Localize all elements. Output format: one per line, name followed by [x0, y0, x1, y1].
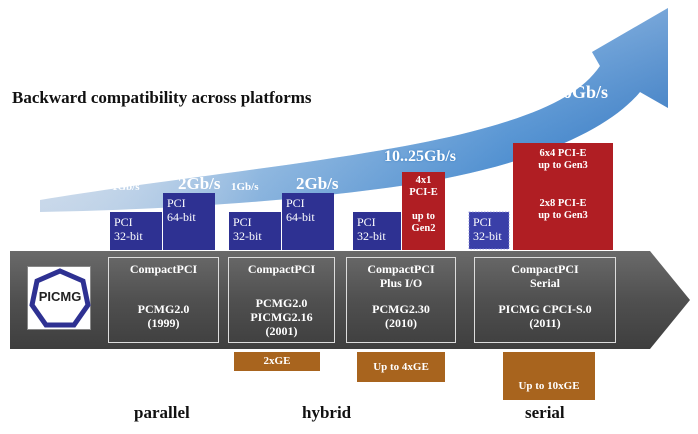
ethernet-box-2xge: 2xGE: [234, 352, 320, 371]
pcie-serial-box: 6x4 PCI-E up to Gen3 2x8 PCI-E up to Gen…: [513, 143, 613, 250]
pci-32bit-box-1999: PCI 32-bit: [110, 212, 162, 250]
pci-32bit-box-2001: PCI 32-bit: [229, 212, 281, 250]
page-title: Backward compatibility across platforms: [12, 88, 312, 107]
era-label-hybrid: hybrid: [302, 403, 352, 422]
pci-64bit-box-2001: PCI 64-bit: [282, 193, 334, 250]
growth-sweep-arrow: [40, 8, 668, 212]
speed-label-600g: Up to 600Gb/s: [498, 82, 609, 102]
pci-32bit-box-2011: PCI 32-bit: [473, 215, 502, 243]
speed-label-1g-cpci: 1Gb/s: [112, 181, 140, 193]
platform-panel-cpci-2001: CompactPCI PCMG2.0 PICMG2.16 (2001): [228, 257, 335, 343]
speed-label-1g-216: 1Gb/s: [231, 181, 259, 193]
platform-bar: [10, 251, 690, 349]
platform-panel-cpci-1999: CompactPCI PCMG2.0 (1999): [108, 257, 219, 343]
picmg-logo: PICMG: [27, 266, 91, 330]
pcie-4x1-box: 4x1 PCI-E up to Gen2: [402, 172, 445, 250]
era-label-serial: serial: [525, 403, 565, 422]
speed-label-2g-216: 2Gb/s: [296, 174, 339, 193]
picmg-logo-mark: [29, 268, 91, 328]
ethernet-box-10xge: Up to 10xGE: [503, 352, 595, 400]
pci-32bit-box-2010: PCI 32-bit: [353, 212, 401, 250]
platform-panel-cpci-serial: CompactPCI Serial PICMG CPCI-S.0 (2011): [474, 257, 616, 343]
speed-label-25g: 10..25Gb/s: [384, 148, 457, 165]
speed-label-2g-cpci: 2Gb/s: [178, 174, 221, 193]
pci-64bit-box-1999: PCI 64-bit: [163, 193, 215, 250]
era-label-parallel: parallel: [134, 403, 190, 422]
platform-panel-cpci-plus-io: CompactPCI Plus I/O PCMG2.30 (2010): [346, 257, 456, 343]
serial-pci-box-hatched: [468, 211, 510, 250]
ethernet-box-4xge: Up to 4xGE: [357, 352, 445, 382]
